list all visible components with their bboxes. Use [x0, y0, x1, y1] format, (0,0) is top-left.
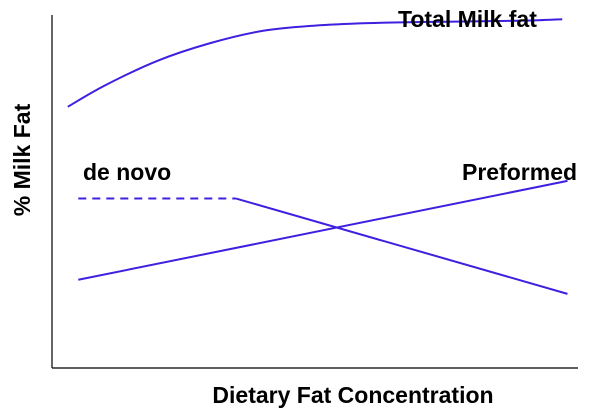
plot-area: Total Milk fat de novo Preformed Dietary…: [9, 6, 578, 408]
series-line-total-milk-fat: [67, 18, 563, 108]
series-label-total-milk-fat: Total Milk fat: [398, 6, 537, 32]
series-layer: [67, 18, 568, 295]
series-label-preformed: Preformed: [462, 159, 577, 185]
series-line-preformed: [78, 179, 568, 281]
x-axis-label: Dietary Fat Concentration: [212, 382, 493, 408]
series-line-de-novo-solid: [235, 197, 568, 295]
series-label-layer: Total Milk fat de novo Preformed: [83, 6, 577, 185]
series-label-de-novo: de novo: [83, 159, 171, 185]
y-axis-label: % Milk Fat: [9, 103, 35, 216]
